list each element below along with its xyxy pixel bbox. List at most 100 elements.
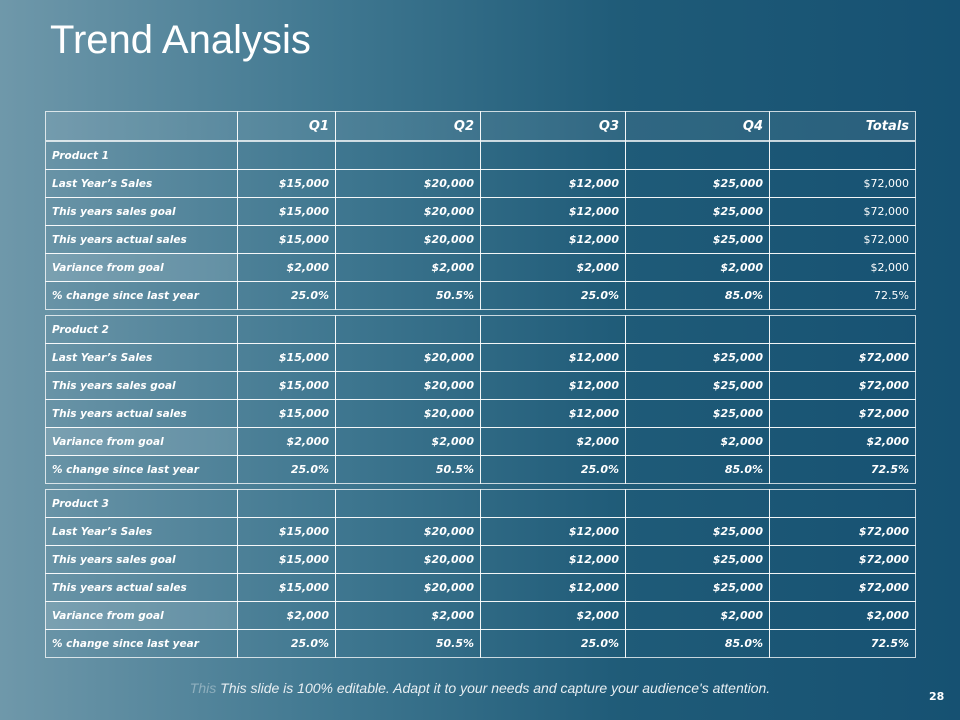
value-cell: $2,000 <box>625 601 770 630</box>
value-cell: 72.5% <box>769 629 916 658</box>
product-label: Product 2 <box>45 315 238 344</box>
value-cell: $15,000 <box>237 399 336 428</box>
value-cell: 25.0% <box>237 281 336 310</box>
empty-cell <box>335 141 481 170</box>
value-cell: $12,000 <box>480 169 626 198</box>
value-cell: $12,000 <box>480 197 626 226</box>
value-cell: $20,000 <box>335 545 481 574</box>
row-label: Variance from goal <box>45 601 238 630</box>
value-cell: $15,000 <box>237 169 336 198</box>
value-cell: $72,000 <box>769 573 916 602</box>
value-cell: $2,000 <box>480 427 626 456</box>
value-cell: $12,000 <box>480 545 626 574</box>
value-cell: $20,000 <box>335 169 481 198</box>
value-cell: $20,000 <box>335 573 481 602</box>
row-label: Variance from goal <box>45 427 238 456</box>
value-cell: 25.0% <box>237 455 336 484</box>
value-cell: $2,000 <box>237 427 336 456</box>
row-label: Last Year’s Sales <box>45 343 238 372</box>
value-cell: $2,000 <box>335 253 481 282</box>
value-cell: $2,000 <box>335 601 481 630</box>
value-cell: $15,000 <box>237 573 336 602</box>
value-cell: $2,000 <box>625 253 770 282</box>
value-cell: $12,000 <box>480 573 626 602</box>
header-cell: Q2 <box>335 111 481 141</box>
value-cell: 50.5% <box>335 629 481 658</box>
empty-cell <box>625 315 770 344</box>
empty-cell <box>480 315 626 344</box>
row-label: This years sales goal <box>45 371 238 400</box>
empty-cell <box>237 315 336 344</box>
value-cell: $25,000 <box>625 169 770 198</box>
header-cell <box>45 111 238 141</box>
value-cell: $15,000 <box>237 197 336 226</box>
value-cell: 72.5% <box>769 455 916 484</box>
header-cell: Q3 <box>480 111 626 141</box>
value-cell: $15,000 <box>237 371 336 400</box>
value-cell: $25,000 <box>625 517 770 546</box>
value-cell: 50.5% <box>335 281 481 310</box>
value-cell: $2,000 <box>625 427 770 456</box>
value-cell: $25,000 <box>625 573 770 602</box>
value-cell: $2,000 <box>480 253 626 282</box>
row-label: Last Year’s Sales <box>45 517 238 546</box>
row-label: This years sales goal <box>45 197 238 226</box>
product-label: Product 3 <box>45 489 238 518</box>
value-cell: 72.5% <box>769 281 916 310</box>
value-cell: $25,000 <box>625 371 770 400</box>
value-cell: $72,000 <box>769 197 916 226</box>
row-label: % change since last year <box>45 629 238 658</box>
value-cell: $15,000 <box>237 225 336 254</box>
page-number: 28 <box>929 690 945 703</box>
value-cell: $12,000 <box>480 371 626 400</box>
row-label: This years actual sales <box>45 573 238 602</box>
empty-cell <box>480 141 626 170</box>
empty-cell <box>625 489 770 518</box>
product-label: Product 1 <box>45 141 238 170</box>
value-cell: $20,000 <box>335 399 481 428</box>
value-cell: 50.5% <box>335 455 481 484</box>
value-cell: $72,000 <box>769 343 916 372</box>
empty-cell <box>335 315 481 344</box>
row-label: This years sales goal <box>45 545 238 574</box>
empty-cell <box>625 141 770 170</box>
footer-text: This slide is 100% editable. Adapt it to… <box>220 680 771 696</box>
value-cell: $20,000 <box>335 517 481 546</box>
value-cell: $15,000 <box>237 517 336 546</box>
value-cell: 25.0% <box>480 455 626 484</box>
value-cell: $2,000 <box>335 427 481 456</box>
header-cell: Totals <box>769 111 916 141</box>
title: Trend Analysis <box>50 18 311 62</box>
value-cell: 85.0% <box>625 281 770 310</box>
empty-cell <box>237 141 336 170</box>
value-cell: $2,000 <box>480 601 626 630</box>
value-cell: $72,000 <box>769 371 916 400</box>
value-cell: $2,000 <box>769 253 916 282</box>
value-cell: $72,000 <box>769 545 916 574</box>
header-cell: Q1 <box>237 111 336 141</box>
value-cell: $20,000 <box>335 343 481 372</box>
value-cell: 85.0% <box>625 455 770 484</box>
empty-cell <box>769 489 916 518</box>
value-cell: $12,000 <box>480 517 626 546</box>
empty-cell <box>769 315 916 344</box>
value-cell: $2,000 <box>769 601 916 630</box>
value-cell: $20,000 <box>335 225 481 254</box>
value-cell: $72,000 <box>769 169 916 198</box>
row-label: % change since last year <box>45 281 238 310</box>
value-cell: $15,000 <box>237 545 336 574</box>
row-label: Variance from goal <box>45 253 238 282</box>
empty-cell <box>769 141 916 170</box>
value-cell: $72,000 <box>769 225 916 254</box>
value-cell: 25.0% <box>237 629 336 658</box>
empty-cell <box>237 489 336 518</box>
value-cell: $20,000 <box>335 197 481 226</box>
footer-faded: This <box>189 680 217 696</box>
value-cell: $25,000 <box>625 225 770 254</box>
value-cell: 25.0% <box>480 281 626 310</box>
row-label: This years actual sales <box>45 399 238 428</box>
empty-cell <box>335 489 481 518</box>
value-cell: $25,000 <box>625 545 770 574</box>
value-cell: $2,000 <box>769 427 916 456</box>
